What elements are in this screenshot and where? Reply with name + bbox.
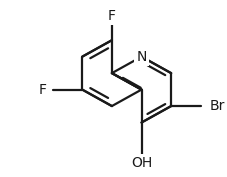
Text: F: F xyxy=(39,83,47,97)
Text: F: F xyxy=(108,9,116,23)
Text: N: N xyxy=(136,50,147,64)
Text: Br: Br xyxy=(210,99,225,113)
Text: OH: OH xyxy=(131,156,152,170)
